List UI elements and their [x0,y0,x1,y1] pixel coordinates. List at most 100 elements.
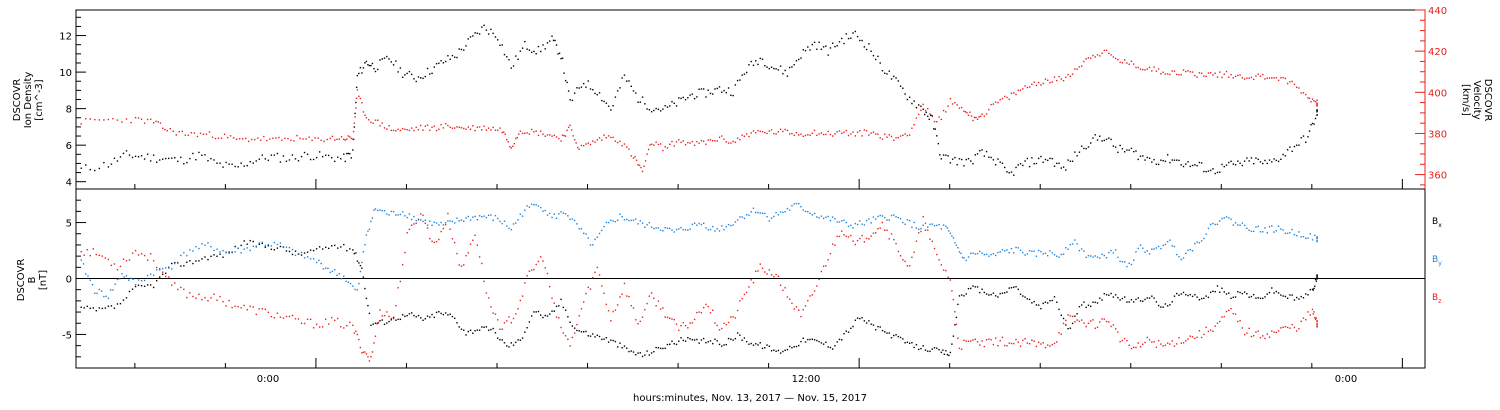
data-point-by [80,259,82,261]
data-point-bz [705,303,707,306]
data-point-by [682,229,684,231]
data-point-by [678,228,680,230]
data-point-velocity [1216,76,1219,78]
data-point-by [1013,252,1015,254]
data-point-velocity [1119,61,1121,64]
data-point-bz [517,308,519,310]
data-point-bx [379,320,381,322]
data-point-ion-density [183,163,185,165]
data-point-velocity [1313,100,1315,102]
data-point-velocity [745,133,748,135]
data-point-by [614,220,617,223]
data-point-bx [773,349,775,351]
data-point-bz [1123,337,1126,340]
data-point-by [431,224,433,227]
data-point-by [573,219,576,222]
data-point-velocity [1092,54,1094,57]
data-point-by [990,253,992,256]
data-point-velocity [852,131,854,133]
data-point-bx [1214,290,1216,293]
data-point-bz [1196,336,1198,339]
data-point-by [85,273,87,275]
data-point-ion-density [913,100,915,102]
data-point-bx [370,324,372,327]
data-point-by [420,219,422,221]
data-point-by [240,252,242,254]
data-point-bx [1121,297,1124,300]
data-point-velocity [908,134,911,136]
top-right-tick-label: 360 [1428,171,1447,182]
data-point-bz [303,322,306,325]
data-point-ion-density [937,142,940,145]
data-point-bz [1085,325,1087,328]
data-point-bz [623,282,626,285]
data-point-velocity [587,142,589,144]
data-point-by [1273,231,1275,233]
data-point-velocity [208,131,211,133]
data-point-ion-density [666,106,669,108]
data-point-by [377,209,379,212]
data-point-by [130,277,132,280]
data-point-ion-density [397,71,399,73]
data-point-bx [666,343,669,346]
data-point-ion-density [294,158,297,160]
data-point-bz [596,266,598,269]
data-point-ion-density [811,43,814,46]
data-point-bz [793,308,795,310]
data-point-velocity [854,135,857,137]
data-point-bx [856,317,859,319]
data-point-by [1316,240,1318,242]
data-point-by [1282,229,1284,231]
data-point-bz [1013,342,1015,345]
data-point-bx [646,350,648,352]
data-point-bx [551,310,553,312]
data-point-bz [970,340,972,342]
data-point-bz [152,260,155,262]
data-point-ion-density [331,156,333,159]
data-point-bx [110,305,113,307]
data-point-velocity [431,126,433,129]
data-point-ion-density [546,42,549,44]
data-point-velocity [1228,76,1230,78]
data-point-ion-density [1196,164,1198,167]
data-point-bx [1035,304,1038,306]
data-point-by [698,222,700,225]
data-point-velocity [492,126,494,129]
data-point-bx [614,340,617,343]
data-point-by [1028,250,1031,252]
data-point-bx [315,248,318,250]
data-point-ion-density [318,151,321,153]
data-point-by [1293,233,1296,236]
data-point-bx [687,336,689,339]
data-point-by [261,241,264,244]
data-point-ion-density [228,163,230,165]
data-point-velocity [911,127,913,129]
data-point-by [1160,247,1162,250]
data-point-ion-density [1316,114,1318,116]
data-point-bz [856,239,859,242]
data-point-by [702,222,705,225]
data-point-velocity [884,133,886,135]
data-point-bx [750,342,752,345]
data-point-by [809,212,811,215]
data-point-velocity [390,129,393,132]
data-point-bx [872,324,875,326]
data-point-by [87,275,89,277]
data-point-ion-density [1019,163,1022,165]
data-point-by [183,252,185,254]
data-point-by [320,262,322,265]
data-point-by [103,295,105,298]
data-point-bx [270,248,273,251]
data-point-bz [1094,327,1096,329]
data-point-bx [174,261,176,264]
data-point-velocity [897,137,900,139]
data-point-bz [1309,314,1311,316]
data-point-by [89,279,91,281]
data-point-bx [1284,295,1287,298]
data-point-bz [852,240,854,242]
data-point-by [895,216,897,218]
data-point-ion-density [1171,159,1173,161]
data-point-bz [1137,342,1139,344]
data-point-bx [605,337,608,339]
data-point-ion-density [779,65,782,67]
